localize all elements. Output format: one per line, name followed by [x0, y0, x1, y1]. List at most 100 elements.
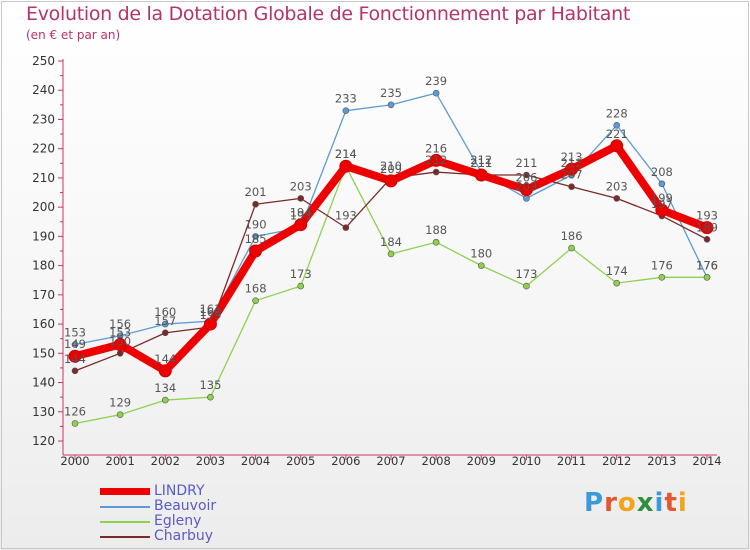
x-tick-label: 2007 — [376, 454, 405, 468]
data-point-charbuy — [297, 195, 305, 202]
data-label-lindry: 144 — [154, 352, 176, 366]
data-label-lindry: 153 — [109, 326, 131, 340]
data-label-beauvoir: 161 — [199, 302, 221, 316]
data-point-egleny — [297, 282, 305, 290]
data-point-egleny — [161, 396, 169, 404]
logo-letter: t — [664, 488, 678, 518]
data-label-egleny: 188 — [425, 223, 447, 237]
data-label-beauvoir: 233 — [335, 92, 357, 106]
data-label-charbuy: 211 — [470, 156, 492, 170]
x-tick-label: 2006 — [331, 454, 360, 468]
data-point-lindry — [565, 162, 579, 176]
data-point-egleny — [658, 274, 666, 281]
data-label-egleny: 180 — [470, 247, 492, 261]
data-label-beauvoir: 153 — [64, 326, 86, 340]
data-point-egleny — [71, 420, 79, 427]
data-label-beauvoir: 156 — [109, 317, 131, 331]
data-label-egleny: 174 — [606, 264, 628, 278]
data-label-lindry: 149 — [64, 337, 86, 351]
data-label-beauvoir: 176 — [696, 258, 718, 272]
y-tick-label: 140 — [32, 376, 55, 390]
data-label-lindry: 194 — [290, 206, 312, 220]
x-tick-label: 2008 — [422, 454, 451, 468]
data-label-charbuy: 211 — [515, 156, 537, 170]
data-point-egleny — [703, 274, 711, 281]
data-point-egleny — [477, 262, 485, 269]
x-tick-label: 2001 — [106, 454, 135, 468]
data-point-beauvoir — [523, 195, 530, 202]
logo-letter: i — [677, 488, 688, 518]
data-label-charbuy: 197 — [651, 197, 673, 211]
data-label-lindry: 185 — [245, 232, 267, 246]
data-point-lindry — [429, 153, 443, 167]
data-label-beauvoir: 190 — [245, 217, 267, 231]
data-point-egleny — [116, 411, 124, 418]
x-tick-label: 2002 — [151, 454, 180, 468]
logo-letter: x — [636, 488, 655, 518]
legend-label-beauvoir: Beauvoir — [154, 498, 217, 514]
legend-swatch-charbuy — [100, 536, 150, 538]
data-point-lindry — [474, 168, 488, 182]
data-label-lindry: 199 — [651, 191, 673, 205]
data-label-beauvoir: 208 — [651, 165, 673, 179]
y-tick-label: 150 — [32, 346, 55, 360]
legend-label-lindry: LINDRY — [154, 483, 205, 499]
y-tick-label: 130 — [32, 405, 55, 419]
data-point-charbuy — [568, 183, 575, 190]
legend-label-charbuy: Charbuy — [154, 528, 214, 544]
data-point-lindry — [249, 244, 263, 258]
data-label-egleny: 168 — [245, 282, 267, 296]
x-tick-label: 2013 — [647, 454, 676, 468]
legend-label-egleny: Egleny — [154, 513, 202, 529]
data-point-beauvoir — [387, 101, 395, 109]
data-label-charbuy: 150 — [109, 334, 131, 348]
x-tick-label: 2005 — [286, 454, 315, 468]
data-point-lindry — [700, 221, 714, 235]
data-label-charbuy: 201 — [245, 185, 267, 199]
data-point-beauvoir — [252, 233, 259, 240]
data-point-charbuy — [342, 224, 350, 231]
data-label-egleny: 129 — [109, 396, 131, 410]
data-label-lindry: 160 — [199, 305, 221, 319]
data-point-egleny — [432, 238, 440, 246]
data-label-beauvoir: 211 — [561, 156, 583, 170]
data-point-charbuy — [116, 350, 124, 357]
logo-letter: P — [584, 488, 605, 518]
data-point-beauvoir — [613, 122, 621, 129]
data-point-lindry — [610, 139, 624, 153]
data-label-charbuy: 207 — [561, 168, 583, 182]
data-label-lindry: 209 — [380, 162, 402, 176]
data-label-egleny: 126 — [64, 404, 86, 418]
data-point-lindry — [519, 183, 533, 197]
data-label-egleny: 173 — [515, 267, 537, 281]
x-tick-label: 2014 — [692, 454, 721, 468]
logo-letter: r — [604, 488, 618, 518]
data-label-egleny: 173 — [290, 267, 312, 281]
data-label-egleny: 135 — [199, 378, 221, 392]
data-point-lindry — [158, 364, 172, 378]
data-point-lindry — [339, 159, 353, 173]
data-point-charbuy — [613, 195, 621, 202]
data-point-charbuy — [432, 168, 440, 176]
data-label-egleny: 176 — [696, 258, 718, 272]
data-label-lindry: 193 — [696, 209, 718, 223]
data-point-egleny — [613, 279, 621, 287]
data-label-charbuy: 193 — [335, 209, 357, 223]
y-tick-label: 230 — [32, 112, 55, 126]
data-label-beauvoir: 235 — [380, 86, 402, 100]
chart-title: Evolution de la Dotation Globale de Fonc… — [26, 3, 631, 25]
y-tick-label: 240 — [32, 83, 55, 97]
data-label-beauvoir: 160 — [154, 305, 176, 319]
data-point-lindry — [655, 203, 669, 217]
y-tick-label: 250 — [32, 54, 55, 68]
data-point-lindry — [68, 349, 82, 363]
data-label-charbuy: 210 — [380, 159, 402, 173]
data-label-charbuy: 144 — [64, 352, 86, 366]
data-label-charbuy: 157 — [154, 314, 176, 328]
data-point-charbuy — [71, 367, 79, 375]
data-point-lindry — [384, 174, 398, 188]
data-point-egleny — [387, 250, 395, 258]
data-label-charbuy: 203 — [606, 179, 628, 193]
data-label-egleny: 184 — [380, 235, 402, 249]
